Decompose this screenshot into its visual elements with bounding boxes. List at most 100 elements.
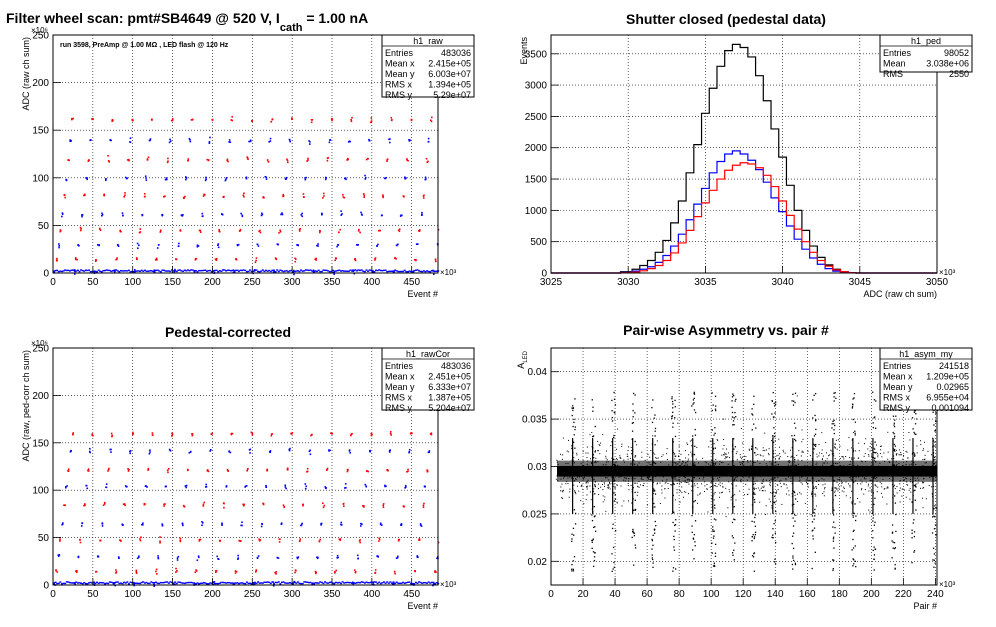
data-point <box>390 434 392 436</box>
data-point <box>198 556 200 559</box>
data-point <box>328 449 330 451</box>
data-point <box>807 474 809 476</box>
data-point <box>574 490 576 492</box>
base-point <box>435 582 438 584</box>
base-point <box>206 583 209 585</box>
spike-point <box>714 408 717 410</box>
base-point <box>150 270 153 272</box>
data-point <box>676 492 678 494</box>
data-point <box>185 177 188 179</box>
data-point <box>623 477 625 479</box>
data-point <box>598 494 600 496</box>
data-point <box>381 214 383 217</box>
spike-point <box>774 412 776 414</box>
spike-point <box>632 392 635 395</box>
data-point <box>801 476 803 478</box>
data-point <box>735 485 737 487</box>
data-point <box>370 120 373 122</box>
spike-point <box>674 455 676 457</box>
data-point <box>133 583 135 585</box>
data-point <box>608 486 610 488</box>
base-point <box>268 269 271 272</box>
base-point <box>96 581 99 583</box>
data-point <box>222 502 225 504</box>
data-point <box>652 492 654 494</box>
spike-point <box>773 405 776 407</box>
data-point <box>610 444 612 446</box>
spike-point <box>791 455 793 458</box>
data-point <box>389 138 391 140</box>
data-point <box>138 231 141 234</box>
data-point <box>595 473 597 475</box>
data-point <box>861 472 863 474</box>
base-point <box>105 582 108 584</box>
spike-point <box>594 485 596 487</box>
data-point <box>255 259 257 262</box>
data-point <box>899 454 901 456</box>
base-point <box>359 582 362 584</box>
data-point <box>326 467 329 470</box>
data-point <box>731 483 733 485</box>
data-point <box>270 434 273 437</box>
data-point <box>286 467 289 470</box>
data-point <box>221 522 223 525</box>
data-point <box>579 476 581 478</box>
data-point <box>565 483 567 485</box>
data-point <box>906 481 908 483</box>
data-point <box>182 504 185 507</box>
data-point <box>922 459 924 461</box>
spike-point <box>574 491 576 493</box>
data-point <box>103 194 105 196</box>
data-point <box>841 469 843 471</box>
spike-point <box>594 526 596 528</box>
data-point <box>916 466 918 468</box>
data-point <box>218 229 221 231</box>
data-point <box>918 473 920 475</box>
data-point <box>680 453 682 455</box>
data-point <box>87 468 90 470</box>
data-point <box>742 461 744 463</box>
spike-point <box>591 539 593 542</box>
panel-corrected-title: Pedestal-corrected <box>165 324 291 340</box>
base-point <box>333 270 336 272</box>
data-point <box>818 455 820 457</box>
data-point <box>810 513 812 515</box>
data-point <box>73 269 76 271</box>
data-point <box>379 523 382 526</box>
spike-point <box>654 414 656 416</box>
data-point <box>406 470 408 473</box>
base-point <box>384 269 387 271</box>
data-point <box>129 141 131 143</box>
data-point <box>775 492 777 494</box>
base-point <box>296 270 299 272</box>
stats-row-value: 0.001094 <box>931 403 969 413</box>
spike-point <box>654 520 656 523</box>
data-point <box>879 471 881 473</box>
data-point <box>852 431 854 433</box>
data-point <box>566 480 568 482</box>
data-point <box>374 572 376 574</box>
spike-point <box>771 413 773 415</box>
base-point <box>413 583 416 585</box>
data-point <box>282 193 285 196</box>
spike-point <box>714 552 717 554</box>
data-point <box>691 439 693 441</box>
spike-point <box>934 420 937 423</box>
data-point <box>909 487 911 489</box>
base-point <box>67 269 70 272</box>
data-point <box>727 456 729 458</box>
data-point <box>899 501 901 503</box>
data-point <box>654 453 656 455</box>
spike-point <box>734 411 736 414</box>
spike-point <box>851 407 854 409</box>
data-point <box>278 232 280 234</box>
data-point <box>771 470 773 472</box>
data-point <box>780 479 782 481</box>
data-point <box>369 450 371 452</box>
data-point <box>783 483 785 485</box>
data-point <box>848 474 850 476</box>
base-point <box>434 583 437 585</box>
data-point <box>270 120 272 123</box>
data-point <box>349 140 351 143</box>
data-point <box>779 456 781 458</box>
